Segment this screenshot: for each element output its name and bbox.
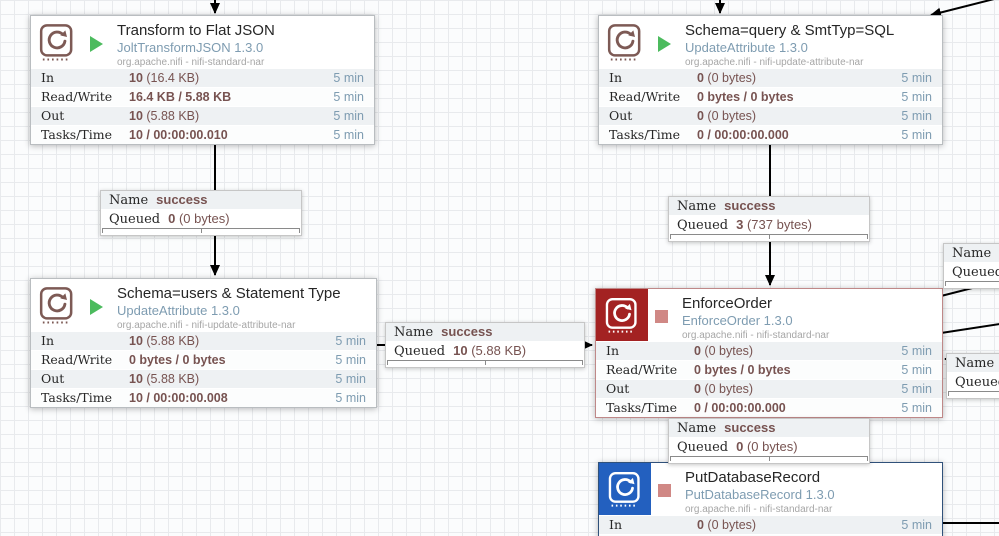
stat-row-in: In 0 (0 bytes) 5 min	[596, 341, 942, 360]
queue-capacity-ticks	[387, 360, 583, 366]
stat-row-in: In 0 (0 bytes) 5 min	[599, 68, 942, 87]
processor-bundle: org.apache.nifi - nifi-standard-nar	[685, 504, 833, 515]
stat-row-out: Out 10 (5.88 KB) 5 min	[31, 369, 376, 388]
connection-label-success-schema-query-to-enforceorder[interactable]: Name success Queued 3 (737 bytes)	[668, 196, 870, 242]
processor-stamp-icon	[31, 16, 83, 68]
processor-type-version: UpdateAttribute 1.3.0	[685, 40, 808, 55]
processor-header: PutDatabaseRecord PutDatabaseRecord 1.3.…	[599, 463, 942, 515]
running-icon	[90, 299, 103, 315]
stat-row-readwrite: Read/Write 0 bytes / 0 bytes 5 min	[31, 350, 376, 369]
stopped-icon	[658, 484, 671, 497]
running-icon	[658, 36, 671, 52]
connection-line[interactable]	[930, 0, 999, 18]
stat-row-readwrite: Read/Write 0 bytes / 0 bytes 5 min	[596, 360, 942, 379]
stat-row-out: Out 10 (5.88 KB) 5 min	[31, 106, 374, 125]
processor-bundle: org.apache.nifi - nifi-update-attribute-…	[685, 57, 864, 68]
processor-putdatabaserecord[interactable]: PutDatabaseRecord PutDatabaseRecord 1.3.…	[598, 462, 943, 536]
stopped-icon	[655, 310, 668, 323]
processor-stamp-icon	[31, 279, 83, 331]
processor-name: EnforceOrder	[682, 295, 773, 312]
running-icon	[90, 36, 103, 52]
processor-stamp-icon	[599, 16, 651, 68]
queue-capacity-ticks	[102, 228, 300, 234]
stat-row-out: Out 0 (0 bytes) 5 min	[599, 106, 942, 125]
processor-name: Schema=query & SmtTyp=SQL	[685, 22, 895, 39]
connection-label-success-transform-to-schema-users[interactable]: Name success Queued 0 (0 bytes)	[100, 190, 302, 236]
processor-header: Transform to Flat JSON JoltTransformJSON…	[31, 16, 374, 68]
processor-stamp-icon	[599, 463, 651, 515]
processor-schema-query-smttyp-sql[interactable]: Schema=query & SmtTyp=SQL UpdateAttribut…	[598, 15, 943, 145]
processor-type-version: PutDatabaseRecord 1.3.0	[685, 487, 835, 502]
stat-row-tasks: Tasks/Time 0 / 00:00:00.000 5 min	[599, 125, 942, 144]
queue-capacity-ticks	[670, 234, 868, 240]
stat-row-tasks: Tasks/Time 10 / 00:00:00.010 5 min	[31, 125, 374, 144]
processor-name: Transform to Flat JSON	[117, 22, 275, 39]
stat-row-tasks: Tasks/Time 0 / 00:00:00.000 5 min	[596, 398, 942, 417]
connection-label-partial-right-bottom[interactable]: Namew Queued	[946, 353, 999, 399]
processor-transform-to-flat-json[interactable]: Transform to Flat JSON JoltTransformJSON…	[30, 15, 375, 145]
stat-row-readwrite: Read/Write 16.4 KB / 5.88 KB 5 min	[31, 87, 374, 106]
processor-name: PutDatabaseRecord	[685, 469, 821, 486]
processor-type-version: EnforceOrder 1.3.0	[682, 313, 793, 328]
queue-capacity-ticks	[670, 456, 868, 462]
processor-header: Schema=query & SmtTyp=SQL UpdateAttribut…	[599, 16, 942, 68]
stat-row-in: In 0 (0 bytes) 5 min	[599, 515, 942, 534]
stat-row-in: In 10 (5.88 KB) 5 min	[31, 331, 376, 350]
processor-header: EnforceOrder EnforceOrder 1.3.0 org.apac…	[596, 289, 942, 341]
queue-capacity-ticks	[945, 281, 999, 287]
connection-line[interactable]	[940, 323, 999, 334]
processor-bundle: org.apache.nifi - nifi-standard-nar	[117, 57, 265, 68]
queue-capacity-ticks	[948, 391, 999, 397]
processor-enforceorder[interactable]: EnforceOrder EnforceOrder 1.3.0 org.apac…	[595, 288, 943, 418]
processor-stamp-icon	[596, 289, 648, 341]
connection-label-success-schema-users-to-enforceorder[interactable]: Name success Queued 10 (5.88 KB)	[385, 322, 585, 368]
connection-label-success-enforceorder-to-putdatabaserecord[interactable]: Name success Queued 0 (0 bytes)	[668, 418, 870, 464]
processor-type-version: UpdateAttribute 1.3.0	[117, 303, 240, 318]
stat-row-clipped	[599, 534, 942, 536]
processor-header: Schema=users & Statement Type UpdateAttr…	[31, 279, 376, 331]
stat-row-tasks: Tasks/Time 10 / 00:00:00.008 5 min	[31, 388, 376, 407]
processor-schema-users-statement-type[interactable]: Schema=users & Statement Type UpdateAttr…	[30, 278, 377, 408]
processor-type-version: JoltTransformJSON 1.3.0	[117, 40, 264, 55]
processor-bundle: org.apache.nifi - nifi-update-attribute-…	[117, 320, 296, 331]
processor-name: Schema=users & Statement Type	[117, 285, 341, 302]
stat-row-in: In 10 (16.4 KB) 5 min	[31, 68, 374, 87]
stat-row-out: Out 0 (0 bytes) 5 min	[596, 379, 942, 398]
stat-row-readwrite: Read/Write 0 bytes / 0 bytes 5 min	[599, 87, 942, 106]
processor-bundle: org.apache.nifi - nifi-standard-nar	[682, 330, 830, 341]
